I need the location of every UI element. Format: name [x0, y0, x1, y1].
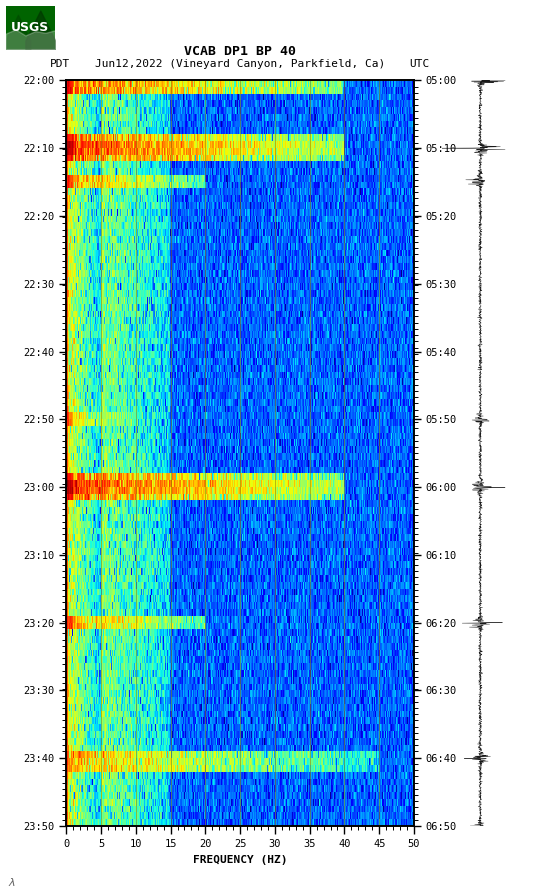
Text: UTC: UTC	[410, 59, 429, 70]
Text: PDT: PDT	[50, 59, 70, 70]
X-axis label: FREQUENCY (HZ): FREQUENCY (HZ)	[193, 855, 288, 864]
Text: USGS: USGS	[11, 21, 50, 34]
Text: Jun12,2022 (Vineyard Canyon, Parkfield, Ca): Jun12,2022 (Vineyard Canyon, Parkfield, …	[95, 59, 385, 70]
Text: $\lambda$: $\lambda$	[8, 876, 16, 888]
Text: VCAB DP1 BP 40: VCAB DP1 BP 40	[184, 46, 296, 58]
